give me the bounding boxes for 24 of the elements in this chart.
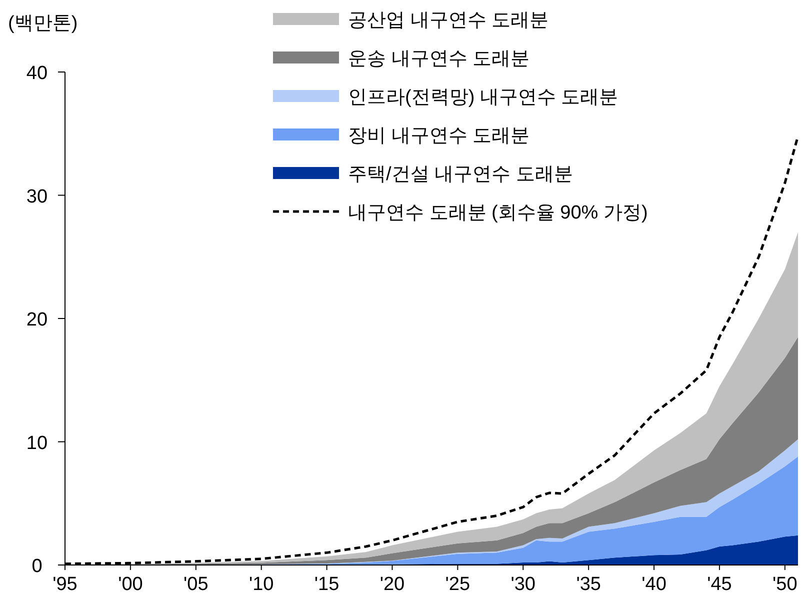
x-tick-label: '30 <box>510 574 536 595</box>
legend-label: 장비 내구연수 도래분 <box>348 126 530 146</box>
y-tick-label: 40 <box>26 63 48 84</box>
legend-label: 주택/건설 내구연수 도래분 <box>348 164 573 185</box>
x-tick-label: '00 <box>118 574 143 595</box>
y-tick-label: 20 <box>26 310 48 330</box>
x-tick-label: '40 <box>642 574 666 595</box>
x-tick-label: '25 <box>445 574 470 595</box>
legend-label: 운송 내구연수 도래분 <box>348 48 530 70</box>
x-tick-label: '20 <box>380 574 405 595</box>
legend-label: 공산업 내구연수 도래분 <box>348 10 549 31</box>
x-tick-label: '10 <box>248 574 274 595</box>
legend-label: 내구연수 도래분 (회수율 90% 가정) <box>348 202 648 224</box>
x-tick-label: '15 <box>314 574 340 595</box>
x-tick-label: '05 <box>184 574 208 595</box>
x-tick-label: '95 <box>52 574 78 595</box>
x-tick-label: '45 <box>707 574 732 595</box>
x-tick-label: '50 <box>772 574 798 595</box>
y-axis-title: (백만톤) <box>8 13 78 34</box>
x-tick-label: '35 <box>576 574 601 595</box>
legend-label: 인프라(전력망) 내구연수 도래분 <box>348 87 618 108</box>
y-tick-label: 30 <box>26 186 48 208</box>
y-tick-label: 0 <box>32 556 42 577</box>
y-tick-label: 10 <box>26 432 48 454</box>
